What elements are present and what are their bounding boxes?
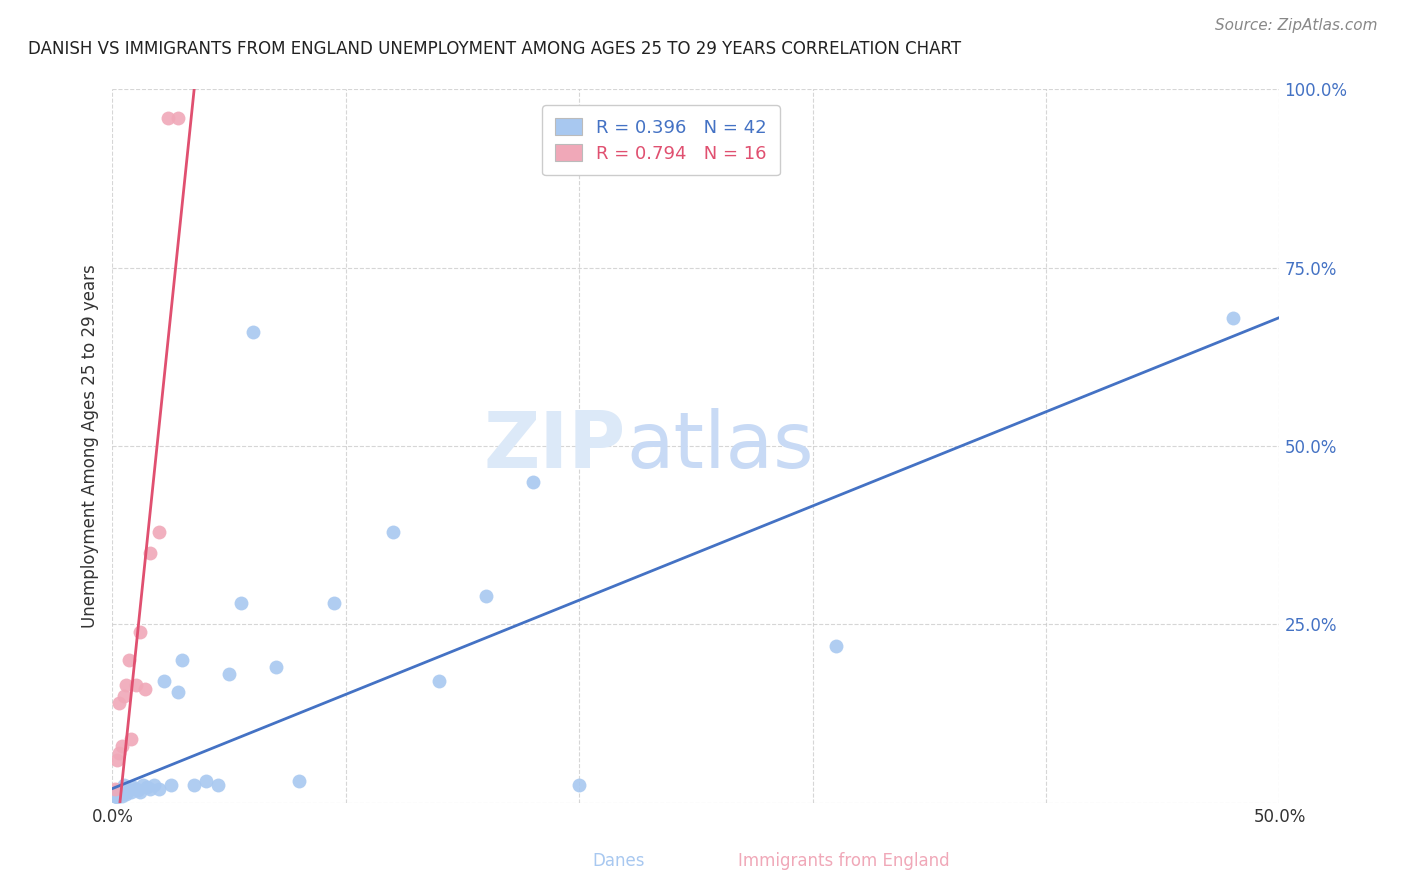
- Point: [108, 781, 131, 796]
- Point: [112, 785, 135, 799]
- Point: [111, 739, 134, 753]
- Point: [104, 789, 127, 803]
- Point: [242, 325, 264, 339]
- Text: Danes: Danes: [592, 852, 645, 870]
- Point: [143, 778, 166, 792]
- Point: [111, 783, 134, 797]
- Point: [183, 778, 205, 792]
- Point: [194, 774, 217, 789]
- Point: [134, 681, 156, 696]
- Point: [111, 789, 134, 803]
- Point: [104, 781, 127, 796]
- Point: [115, 678, 138, 692]
- Point: [120, 731, 142, 746]
- Point: [166, 111, 188, 125]
- Point: [218, 667, 240, 681]
- Y-axis label: Unemployment Among Ages 25 to 29 years: Unemployment Among Ages 25 to 29 years: [82, 264, 100, 628]
- Point: [288, 774, 311, 789]
- Point: [475, 589, 498, 603]
- Point: [381, 524, 404, 539]
- Point: [207, 778, 229, 792]
- Point: [825, 639, 848, 653]
- Point: [125, 781, 148, 796]
- Point: [105, 785, 128, 799]
- Point: [172, 653, 194, 667]
- Point: [132, 778, 155, 792]
- Point: [108, 696, 131, 710]
- Point: [264, 660, 287, 674]
- Point: [108, 746, 131, 760]
- Text: ZIP: ZIP: [484, 408, 626, 484]
- Point: [118, 653, 141, 667]
- Point: [115, 781, 138, 796]
- Text: Source: ZipAtlas.com: Source: ZipAtlas.com: [1215, 18, 1378, 33]
- Point: [1222, 310, 1244, 325]
- Point: [568, 778, 591, 792]
- Point: [427, 674, 450, 689]
- Point: [160, 778, 183, 792]
- Point: [118, 783, 141, 797]
- Point: [153, 674, 176, 689]
- Point: [127, 783, 149, 797]
- Text: atlas: atlas: [626, 408, 814, 484]
- Point: [112, 778, 135, 792]
- Point: [166, 685, 188, 699]
- Text: Immigrants from England: Immigrants from England: [738, 852, 949, 870]
- Point: [157, 111, 180, 125]
- Point: [105, 753, 128, 767]
- Point: [125, 678, 148, 692]
- Point: [139, 546, 162, 560]
- Point: [108, 787, 131, 801]
- Text: DANISH VS IMMIGRANTS FROM ENGLAND UNEMPLOYMENT AMONG AGES 25 TO 29 YEARS CORRELA: DANISH VS IMMIGRANTS FROM ENGLAND UNEMPL…: [28, 40, 962, 58]
- Point: [120, 785, 142, 799]
- Point: [148, 524, 170, 539]
- Point: [139, 781, 162, 796]
- Point: [522, 475, 544, 489]
- Point: [129, 624, 152, 639]
- Point: [136, 780, 159, 794]
- Legend: R = 0.396   N = 42, R = 0.794   N = 16: R = 0.396 N = 42, R = 0.794 N = 16: [543, 105, 780, 176]
- Point: [229, 596, 252, 610]
- Point: [129, 785, 152, 799]
- Point: [105, 790, 128, 805]
- Point: [115, 787, 138, 801]
- Point: [112, 689, 135, 703]
- Point: [323, 596, 346, 610]
- Point: [148, 781, 170, 796]
- Point: [122, 780, 145, 794]
